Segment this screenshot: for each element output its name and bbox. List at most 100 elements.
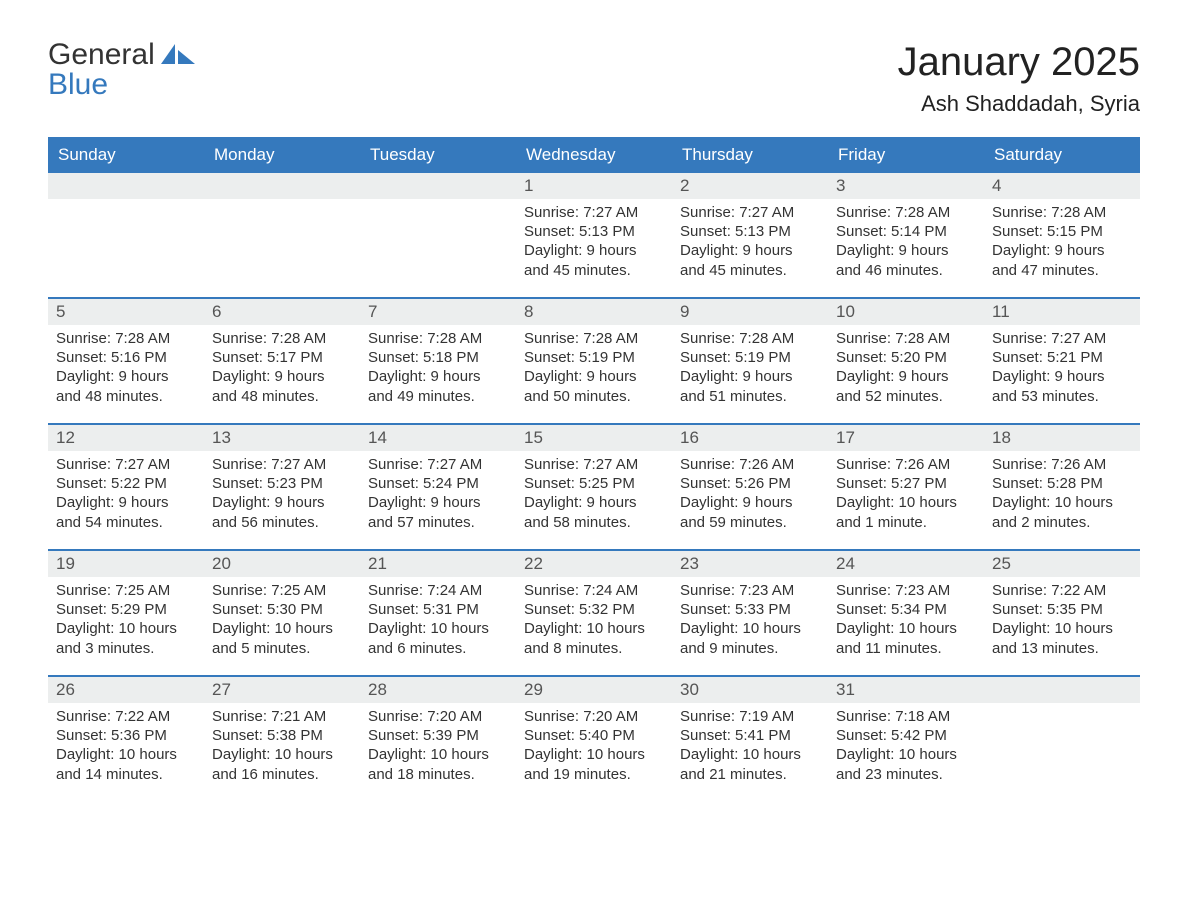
day-cell: 27Sunrise: 7:21 AMSunset: 5:38 PMDayligh… xyxy=(204,677,360,801)
daylight-text: Daylight: 10 hours and 19 minutes. xyxy=(524,745,664,783)
sunset-text: Sunset: 5:27 PM xyxy=(836,474,976,493)
day-cell: 11Sunrise: 7:27 AMSunset: 5:21 PMDayligh… xyxy=(984,299,1140,423)
daylight-text: Daylight: 9 hours and 47 minutes. xyxy=(992,241,1132,279)
weekday-header-cell: Saturday xyxy=(984,137,1140,173)
sunrise-text: Sunrise: 7:28 AM xyxy=(836,203,976,222)
sunrise-text: Sunrise: 7:26 AM xyxy=(836,455,976,474)
week-row: 26Sunrise: 7:22 AMSunset: 5:36 PMDayligh… xyxy=(48,675,1140,801)
sunset-text: Sunset: 5:14 PM xyxy=(836,222,976,241)
sunset-text: Sunset: 5:21 PM xyxy=(992,348,1132,367)
day-number: 31 xyxy=(828,677,984,703)
empty-day-bar xyxy=(984,677,1140,703)
sunrise-text: Sunrise: 7:23 AM xyxy=(836,581,976,600)
sunrise-text: Sunrise: 7:28 AM xyxy=(56,329,196,348)
weekday-header-cell: Sunday xyxy=(48,137,204,173)
day-number: 25 xyxy=(984,551,1140,577)
day-number: 30 xyxy=(672,677,828,703)
daylight-text: Daylight: 10 hours and 1 minute. xyxy=(836,493,976,531)
sunset-text: Sunset: 5:29 PM xyxy=(56,600,196,619)
sunrise-text: Sunrise: 7:24 AM xyxy=(524,581,664,600)
day-body: Sunrise: 7:24 AMSunset: 5:32 PMDaylight:… xyxy=(516,577,672,666)
day-cell: 3Sunrise: 7:28 AMSunset: 5:14 PMDaylight… xyxy=(828,173,984,297)
day-body: Sunrise: 7:23 AMSunset: 5:33 PMDaylight:… xyxy=(672,577,828,666)
sunrise-text: Sunrise: 7:21 AM xyxy=(212,707,352,726)
day-number: 8 xyxy=(516,299,672,325)
sunrise-text: Sunrise: 7:22 AM xyxy=(992,581,1132,600)
day-number: 14 xyxy=(360,425,516,451)
sunset-text: Sunset: 5:35 PM xyxy=(992,600,1132,619)
week-row: 5Sunrise: 7:28 AMSunset: 5:16 PMDaylight… xyxy=(48,297,1140,423)
day-body: Sunrise: 7:28 AMSunset: 5:18 PMDaylight:… xyxy=(360,325,516,414)
day-body: Sunrise: 7:18 AMSunset: 5:42 PMDaylight:… xyxy=(828,703,984,792)
daylight-text: Daylight: 10 hours and 16 minutes. xyxy=(212,745,352,783)
daylight-text: Daylight: 9 hours and 49 minutes. xyxy=(368,367,508,405)
day-cell: 17Sunrise: 7:26 AMSunset: 5:27 PMDayligh… xyxy=(828,425,984,549)
weekday-header-cell: Friday xyxy=(828,137,984,173)
day-body: Sunrise: 7:28 AMSunset: 5:14 PMDaylight:… xyxy=(828,199,984,288)
day-body: Sunrise: 7:28 AMSunset: 5:20 PMDaylight:… xyxy=(828,325,984,414)
daylight-text: Daylight: 9 hours and 56 minutes. xyxy=(212,493,352,531)
day-cell: 28Sunrise: 7:20 AMSunset: 5:39 PMDayligh… xyxy=(360,677,516,801)
sunrise-text: Sunrise: 7:28 AM xyxy=(368,329,508,348)
day-cell: 22Sunrise: 7:24 AMSunset: 5:32 PMDayligh… xyxy=(516,551,672,675)
sunrise-text: Sunrise: 7:28 AM xyxy=(992,203,1132,222)
weeks-container: 1Sunrise: 7:27 AMSunset: 5:13 PMDaylight… xyxy=(48,173,1140,801)
day-number: 22 xyxy=(516,551,672,577)
daylight-text: Daylight: 10 hours and 21 minutes. xyxy=(680,745,820,783)
sunrise-text: Sunrise: 7:20 AM xyxy=(524,707,664,726)
day-body: Sunrise: 7:27 AMSunset: 5:13 PMDaylight:… xyxy=(672,199,828,288)
day-number: 1 xyxy=(516,173,672,199)
day-number: 26 xyxy=(48,677,204,703)
day-number: 15 xyxy=(516,425,672,451)
day-cell: 10Sunrise: 7:28 AMSunset: 5:20 PMDayligh… xyxy=(828,299,984,423)
calendar-grid: SundayMondayTuesdayWednesdayThursdayFrid… xyxy=(48,137,1140,801)
day-number: 5 xyxy=(48,299,204,325)
day-body: Sunrise: 7:27 AMSunset: 5:21 PMDaylight:… xyxy=(984,325,1140,414)
daylight-text: Daylight: 9 hours and 46 minutes. xyxy=(836,241,976,279)
sunset-text: Sunset: 5:23 PM xyxy=(212,474,352,493)
day-cell: 14Sunrise: 7:27 AMSunset: 5:24 PMDayligh… xyxy=(360,425,516,549)
daylight-text: Daylight: 10 hours and 5 minutes. xyxy=(212,619,352,657)
sunrise-text: Sunrise: 7:25 AM xyxy=(56,581,196,600)
day-cell: 8 Sunrise: 7:28 AMSunset: 5:19 PMDaylight… xyxy=(516,299,672,423)
sunset-text: Sunset: 5:15 PM xyxy=(992,222,1132,241)
day-body: Sunrise: 7:27 AMSunset: 5:25 PMDaylight:… xyxy=(516,451,672,540)
day-cell: 24Sunrise: 7:23 AMSunset: 5:34 PMDayligh… xyxy=(828,551,984,675)
day-body: Sunrise: 7:27 AMSunset: 5:22 PMDaylight:… xyxy=(48,451,204,540)
sunrise-text: Sunrise: 7:28 AM xyxy=(524,329,664,348)
daylight-text: Daylight: 9 hours and 45 minutes. xyxy=(680,241,820,279)
day-cell xyxy=(204,173,360,297)
sunset-text: Sunset: 5:39 PM xyxy=(368,726,508,745)
day-cell: 21Sunrise: 7:24 AMSunset: 5:31 PMDayligh… xyxy=(360,551,516,675)
day-body: Sunrise: 7:20 AMSunset: 5:40 PMDaylight:… xyxy=(516,703,672,792)
empty-day-bar xyxy=(360,173,516,199)
day-body: Sunrise: 7:21 AMSunset: 5:38 PMDaylight:… xyxy=(204,703,360,792)
sunset-text: Sunset: 5:19 PM xyxy=(524,348,664,367)
title-block: January 2025 Ash Shaddadah, Syria xyxy=(898,40,1140,117)
day-cell: 4Sunrise: 7:28 AMSunset: 5:15 PMDaylight… xyxy=(984,173,1140,297)
day-cell: 6Sunrise: 7:28 AMSunset: 5:17 PMDaylight… xyxy=(204,299,360,423)
day-body: Sunrise: 7:28 AMSunset: 5:15 PMDaylight:… xyxy=(984,199,1140,288)
day-cell: 13Sunrise: 7:27 AMSunset: 5:23 PMDayligh… xyxy=(204,425,360,549)
day-number: 19 xyxy=(48,551,204,577)
daylight-text: Daylight: 9 hours and 52 minutes. xyxy=(836,367,976,405)
daylight-text: Daylight: 10 hours and 13 minutes. xyxy=(992,619,1132,657)
sunrise-text: Sunrise: 7:26 AM xyxy=(992,455,1132,474)
daylight-text: Daylight: 10 hours and 2 minutes. xyxy=(992,493,1132,531)
sunset-text: Sunset: 5:26 PM xyxy=(680,474,820,493)
sunset-text: Sunset: 5:36 PM xyxy=(56,726,196,745)
day-body: Sunrise: 7:27 AMSunset: 5:23 PMDaylight:… xyxy=(204,451,360,540)
sunrise-text: Sunrise: 7:28 AM xyxy=(212,329,352,348)
day-body: Sunrise: 7:23 AMSunset: 5:34 PMDaylight:… xyxy=(828,577,984,666)
day-body: Sunrise: 7:26 AMSunset: 5:28 PMDaylight:… xyxy=(984,451,1140,540)
sunrise-text: Sunrise: 7:27 AM xyxy=(56,455,196,474)
day-body: Sunrise: 7:26 AMSunset: 5:26 PMDaylight:… xyxy=(672,451,828,540)
sunset-text: Sunset: 5:40 PM xyxy=(524,726,664,745)
day-cell: 25 Sunrise: 7:22 AMSunset: 5:35 PMDayligh… xyxy=(984,551,1140,675)
day-body: Sunrise: 7:28 AMSunset: 5:19 PMDaylight:… xyxy=(672,325,828,414)
daylight-text: Daylight: 9 hours and 50 minutes. xyxy=(524,367,664,405)
daylight-text: Daylight: 9 hours and 59 minutes. xyxy=(680,493,820,531)
day-number: 13 xyxy=(204,425,360,451)
sunset-text: Sunset: 5:42 PM xyxy=(836,726,976,745)
day-number: 16 xyxy=(672,425,828,451)
